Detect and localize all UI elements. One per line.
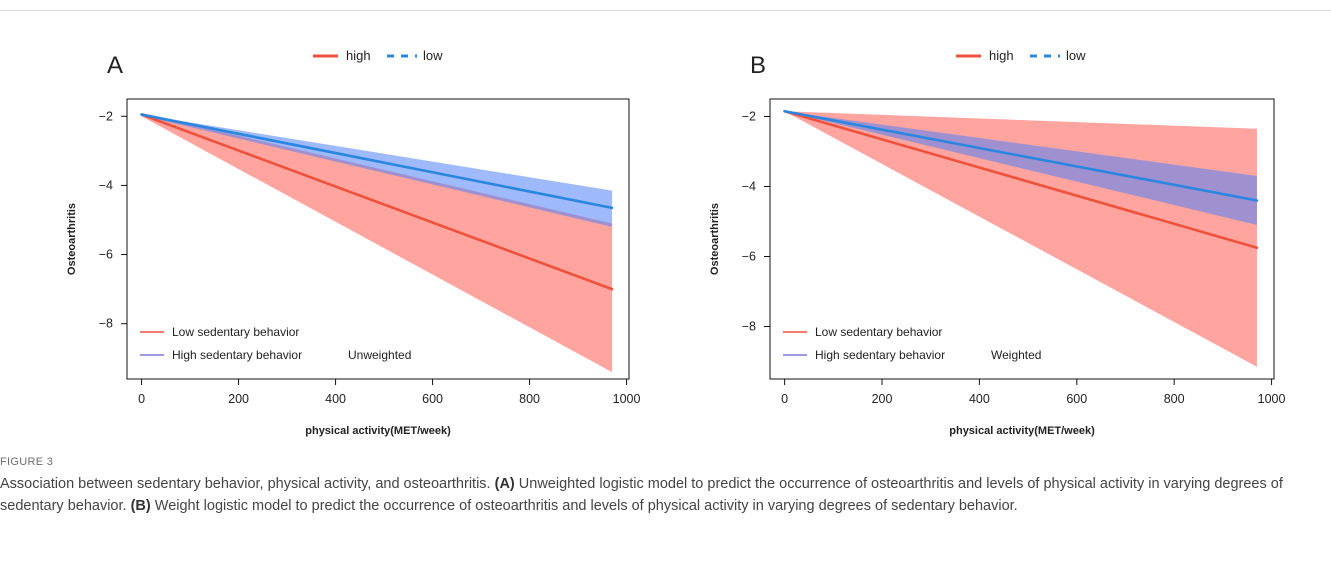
y-tick-label: −4 bbox=[742, 180, 756, 194]
x-tick-label: 400 bbox=[325, 392, 346, 406]
caption-a-text: Unweighted logistic model to predict the… bbox=[0, 476, 1283, 514]
inner-legend-label-high-sedentary: High sedentary behavior bbox=[172, 348, 302, 362]
x-tick-label: 800 bbox=[519, 392, 540, 406]
confidence-band-low bbox=[141, 114, 613, 227]
inner-legend-label-low-sedentary: Low sedentary behavior bbox=[172, 325, 299, 339]
y-tick-label: −8 bbox=[742, 320, 756, 334]
top-rule bbox=[0, 10, 1331, 11]
caption-a-tag: (A) bbox=[494, 476, 515, 492]
caption-b-text: Weight logistic model to predict the occ… bbox=[154, 497, 1018, 514]
y-tick-label: −6 bbox=[99, 248, 113, 262]
inner-legend-label-low-sedentary: Low sedentary behavior bbox=[815, 325, 942, 339]
y-tick-label: −2 bbox=[742, 110, 756, 124]
x-tick-label: 200 bbox=[872, 392, 893, 406]
y-tick-label: −2 bbox=[99, 109, 113, 123]
inner-legend-label-high-sedentary: High sedentary behavior bbox=[815, 348, 945, 362]
legend-label-low: low bbox=[423, 48, 443, 63]
x-tick-label: 200 bbox=[228, 392, 249, 406]
y-tick-label: −6 bbox=[742, 250, 756, 264]
plot-frame bbox=[769, 98, 1275, 380]
weighting-annotation: Weighted bbox=[991, 348, 1041, 362]
x-axis-label: physical activity(MET/week) bbox=[305, 425, 451, 437]
x-tick-label: 800 bbox=[1164, 392, 1185, 406]
series-line-low bbox=[783, 109, 1259, 202]
y-tick-label: −8 bbox=[99, 317, 113, 331]
caption-b-tag: (B) bbox=[130, 497, 151, 514]
figure-caption: FIGURE 3 Association between sedentary b… bbox=[0, 456, 1320, 517]
caption-text: Association between sedentary behavior, … bbox=[0, 474, 1320, 517]
x-axis-label: physical activity(MET/week) bbox=[949, 425, 1095, 437]
panel-label: A bbox=[107, 52, 123, 79]
y-axis-label: Osteoarthritis bbox=[709, 203, 721, 275]
series-line-low bbox=[140, 113, 614, 210]
confidence-band-low bbox=[784, 111, 1257, 225]
legend-label-high: high bbox=[346, 48, 371, 63]
caption-intro: Association between sedentary behavior, … bbox=[0, 476, 491, 492]
y-tick-label: −4 bbox=[99, 178, 113, 192]
x-tick-label: 1000 bbox=[613, 392, 641, 406]
x-tick-label: 600 bbox=[1066, 392, 1087, 406]
legend-label-high: high bbox=[989, 48, 1014, 63]
x-tick-label: 0 bbox=[138, 392, 145, 406]
x-tick-label: 400 bbox=[969, 392, 990, 406]
series-line-high bbox=[783, 109, 1259, 250]
x-tick-label: 1000 bbox=[1258, 392, 1286, 406]
x-tick-label: 0 bbox=[781, 392, 788, 406]
series-line-high bbox=[140, 113, 614, 291]
weighting-annotation: Unweighted bbox=[348, 348, 411, 362]
confidence-band-high bbox=[141, 112, 613, 373]
x-tick-label: 600 bbox=[422, 392, 443, 406]
figure-label: FIGURE 3 bbox=[0, 456, 54, 468]
panel-label: B bbox=[750, 52, 766, 79]
plot-frame bbox=[126, 98, 630, 380]
legend-label-low: low bbox=[1066, 48, 1086, 63]
y-axis-label: Osteoarthritis bbox=[66, 203, 78, 275]
